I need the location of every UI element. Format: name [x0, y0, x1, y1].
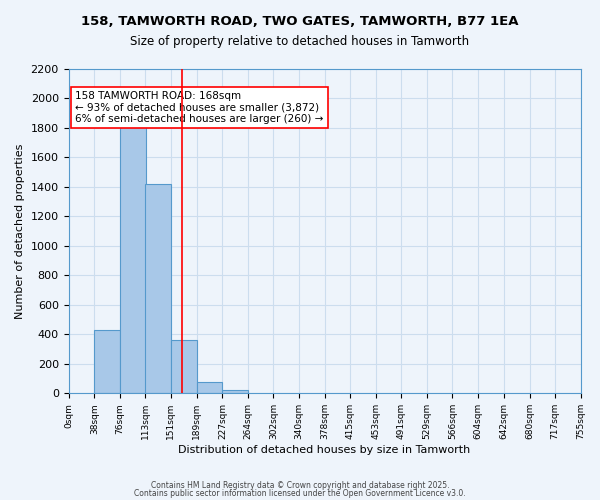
Bar — [94, 330, 120, 394]
X-axis label: Distribution of detached houses by size in Tamworth: Distribution of detached houses by size … — [178, 445, 470, 455]
Bar — [223, 390, 248, 394]
Text: Contains HM Land Registry data © Crown copyright and database right 2025.: Contains HM Land Registry data © Crown c… — [151, 481, 449, 490]
Bar — [120, 124, 146, 394]
Bar — [171, 340, 197, 394]
Bar — [197, 382, 223, 394]
Text: 158 TAMWORTH ROAD: 168sqm
← 93% of detached houses are smaller (3,872)
6% of sem: 158 TAMWORTH ROAD: 168sqm ← 93% of detac… — [76, 91, 323, 124]
Text: Size of property relative to detached houses in Tamworth: Size of property relative to detached ho… — [130, 35, 470, 48]
Bar — [145, 184, 171, 394]
Y-axis label: Number of detached properties: Number of detached properties — [15, 144, 25, 319]
Text: 158, TAMWORTH ROAD, TWO GATES, TAMWORTH, B77 1EA: 158, TAMWORTH ROAD, TWO GATES, TAMWORTH,… — [81, 15, 519, 28]
Text: Contains public sector information licensed under the Open Government Licence v3: Contains public sector information licen… — [134, 488, 466, 498]
